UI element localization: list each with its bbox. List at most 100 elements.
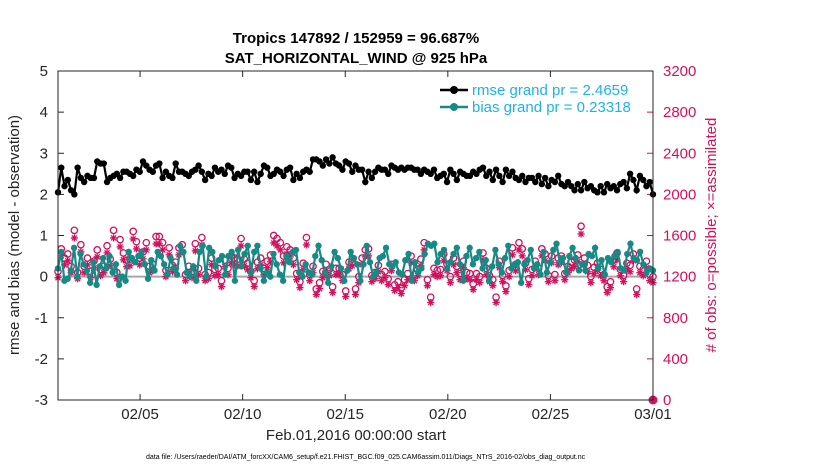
obs-assimilated-marker xyxy=(600,277,608,285)
bias-point xyxy=(569,244,576,252)
obs-assimilated-marker xyxy=(181,277,190,285)
bias-point xyxy=(595,265,602,272)
bias-point xyxy=(341,277,348,284)
asterisk-stroke xyxy=(342,293,349,300)
obs-assimilated-marker xyxy=(312,291,320,299)
bias-point xyxy=(527,246,534,254)
obs-assimilated-marker xyxy=(577,230,585,238)
obs-assimilated-marker xyxy=(315,285,324,293)
rmse-point xyxy=(329,154,336,161)
bias-point xyxy=(177,242,184,249)
bias-point xyxy=(80,261,87,268)
bias-point xyxy=(74,273,81,280)
obs-possible-marker xyxy=(77,240,85,249)
rmse-point xyxy=(486,168,493,175)
bias-point xyxy=(398,271,406,278)
bias-point xyxy=(640,261,647,268)
left-tick-label: -3 xyxy=(35,392,48,409)
asterisk-stroke xyxy=(352,291,359,298)
bias-point xyxy=(112,261,120,268)
bias-point xyxy=(138,248,145,256)
asterisk-stroke xyxy=(71,234,78,241)
bias-point xyxy=(472,254,480,262)
bias-point xyxy=(443,265,451,272)
bias-point xyxy=(456,261,464,268)
x-tick-label: 02/05 xyxy=(121,406,159,423)
asterisk-stroke xyxy=(607,284,614,291)
bias-point xyxy=(238,263,245,270)
asterisk-stroke xyxy=(136,261,143,268)
asterisk-stroke xyxy=(208,261,215,268)
rmse-point xyxy=(453,176,461,184)
bias-point xyxy=(636,248,644,256)
left-tick-label: 4 xyxy=(40,104,48,121)
asterisk-stroke xyxy=(296,284,303,291)
bias-point xyxy=(447,259,454,266)
bias-point xyxy=(360,261,367,268)
bias-point xyxy=(537,271,544,278)
asterisk-stroke xyxy=(218,283,225,290)
rmse-point xyxy=(326,160,333,167)
obs-assimilated-marker xyxy=(276,246,284,254)
obs-possible-marker xyxy=(129,227,138,236)
obs-assimilated-marker xyxy=(528,272,536,280)
bias-point xyxy=(99,254,107,262)
bias-point xyxy=(270,250,277,258)
rmse-point xyxy=(250,168,258,175)
bias-point xyxy=(189,263,197,270)
obs-assimilated-marker xyxy=(70,234,78,242)
obs-possible-marker xyxy=(70,226,79,235)
asterisk-stroke xyxy=(401,282,408,289)
rmse-point xyxy=(443,178,451,186)
obs-assimilated-marker xyxy=(329,289,337,297)
rmse-point xyxy=(319,162,327,169)
rmse-point xyxy=(349,168,356,175)
asterisk-stroke xyxy=(489,282,496,289)
asterisk-stroke xyxy=(427,299,434,306)
bias-point xyxy=(501,254,509,262)
rmse-point xyxy=(574,180,582,188)
bias-point xyxy=(546,259,554,266)
bias-point xyxy=(173,271,181,278)
asterisk-stroke xyxy=(247,274,254,281)
bias-point xyxy=(131,259,139,266)
x-tick-label: 02/20 xyxy=(429,406,467,423)
asterisk-stroke xyxy=(215,271,222,278)
bias-point xyxy=(77,250,84,258)
asterisk-stroke xyxy=(293,276,300,283)
asterisk-stroke xyxy=(159,246,166,253)
bias-point xyxy=(524,256,531,264)
left-tick-label: -1 xyxy=(35,310,48,327)
right-tick-label: 2800 xyxy=(663,104,696,121)
legend: rmse grand pr = 2.4659 bias grand pr = 0… xyxy=(440,82,631,116)
obs-assimilated-marker xyxy=(492,298,500,307)
rmse-point xyxy=(633,187,640,194)
obs-possible-marker xyxy=(518,245,527,253)
bias-point xyxy=(579,261,586,268)
rmse-point xyxy=(172,160,179,167)
obs-assimilated-marker xyxy=(351,291,360,299)
obs-possible-marker xyxy=(276,238,285,247)
obs-assimilated-marker xyxy=(561,276,569,284)
x-axis-label: Feb.01,2016 00:00:00 start xyxy=(266,427,447,444)
obs-assimilated-marker xyxy=(606,284,615,292)
obs-assimilated-marker xyxy=(505,273,513,281)
bias-point xyxy=(620,267,628,274)
obs-possible-marker xyxy=(197,233,206,242)
asterisk-stroke xyxy=(319,274,326,281)
right-tick-label: 400 xyxy=(663,351,688,368)
rmse-point xyxy=(358,166,366,173)
bias-point xyxy=(212,263,219,270)
bias-point xyxy=(402,256,409,264)
bias-point xyxy=(550,246,557,254)
bias-point xyxy=(241,250,248,258)
bias-point xyxy=(559,254,567,262)
asterisk-stroke xyxy=(316,285,323,292)
asterisk-stroke xyxy=(506,273,513,280)
x-tick-label: 03/01 xyxy=(634,406,672,423)
rmse-point xyxy=(221,170,228,178)
obs-assimilated-marker xyxy=(633,291,641,299)
bias-point xyxy=(331,248,338,256)
bias-point xyxy=(405,250,412,258)
